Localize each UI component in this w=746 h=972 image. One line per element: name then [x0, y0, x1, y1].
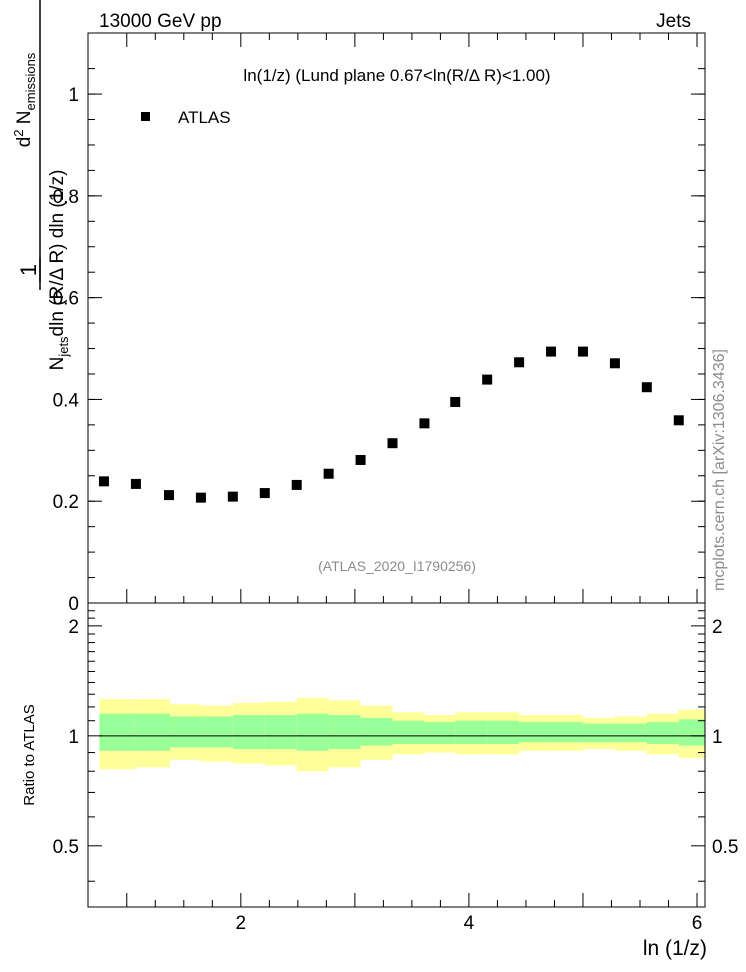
legend-label-atlas: ATLAS — [178, 108, 231, 127]
data-point — [323, 468, 334, 479]
data-point — [130, 478, 141, 489]
data-point — [577, 346, 588, 357]
x-tick-label: 6 — [692, 913, 703, 934]
inner-uncertainty-band — [360, 717, 393, 746]
inner-uncertainty-band — [614, 723, 647, 743]
ratio-y-axis-label: Ratio to ATLAS — [21, 704, 38, 805]
legend: ATLAS — [141, 108, 231, 127]
main-axis-ticks: 0 0.2 0.4 0.6 0.8 1 — [53, 33, 705, 615]
inner-uncertainty-band — [296, 713, 329, 751]
plot-title: ln(1/z) (Lund plane 0.67<ln(R/Δ R)<1.00) — [243, 66, 550, 85]
inner-uncertainty-band — [678, 719, 705, 746]
data-point — [514, 357, 525, 368]
data-point — [609, 358, 620, 369]
data-point — [546, 346, 557, 357]
legend-marker — [141, 112, 150, 121]
inner-uncertainty-band — [170, 716, 201, 748]
x-tick-label: 2 — [236, 913, 247, 934]
inner-uncertainty-band — [232, 715, 265, 750]
data-point — [195, 492, 206, 503]
ratio-axis-ticks: 0.5 0.5 1 1 2 2 2 4 6 — [53, 610, 738, 934]
data-point — [419, 418, 430, 429]
ylabel-denominator: Njetsdln (R/Δ R) dln (1/z) — [47, 170, 71, 371]
ratio-y-tick-label-right: 2 — [712, 617, 723, 638]
header-right-label: Jets — [656, 11, 691, 32]
inner-uncertainty-band — [99, 713, 135, 751]
ratio-frame — [87, 602, 706, 908]
ratio-y-tick-label: 2 — [68, 617, 79, 638]
ratio-y-tick-label-right: 1 — [712, 727, 723, 748]
ylabel-numerator: d2 Nemissions — [11, 52, 38, 147]
main-plot-panel: ln(1/z) (Lund plane 0.67<ln(R/Δ R)<1.00)… — [53, 32, 706, 615]
ratio-y-tick-label-right: 0.5 — [712, 837, 738, 858]
inner-uncertainty-band — [455, 720, 488, 744]
x-axis-label: ln (1/z) — [643, 937, 707, 960]
data-point — [387, 438, 398, 449]
data-point — [450, 396, 461, 407]
ratio-plot-panel: 0.5 0.5 1 1 2 2 2 4 6 Ratio to ATLAS ln (1/z) — [21, 602, 738, 960]
analysis-watermark: (ATLAS_2020_I1790256) — [318, 558, 476, 574]
inner-uncertainty-band — [264, 715, 297, 750]
data-point — [227, 491, 238, 502]
inner-uncertainty-band — [582, 723, 615, 743]
data-point — [482, 374, 493, 385]
x-tick-label: 4 — [464, 913, 475, 934]
main-y-tick-label: 0.6 — [53, 289, 79, 310]
data-point — [163, 490, 174, 501]
ratio-y-tick-label: 0.5 — [53, 837, 79, 858]
data-point — [98, 476, 109, 487]
inner-uncertainty-band — [424, 722, 456, 744]
inner-uncertainty-band — [200, 716, 233, 748]
inner-uncertainty-band — [519, 722, 552, 743]
main-y-tick-label: 1 — [68, 85, 79, 106]
inner-uncertainty-band — [134, 713, 171, 751]
data-point — [355, 454, 366, 465]
inner-uncertainty-band — [328, 715, 361, 750]
header-left-label: 13000 GeV pp — [99, 11, 222, 32]
side-credit-label: mcplots.cern.ch [arXiv:1306.3436] — [711, 349, 728, 591]
main-data-points — [98, 346, 684, 503]
main-y-tick-label: 0.4 — [53, 390, 80, 411]
inner-uncertainty-band — [646, 722, 679, 744]
main-y-tick-label: 0.2 — [53, 492, 79, 513]
inner-uncertainty-band — [551, 722, 583, 743]
data-point — [259, 488, 270, 499]
inner-uncertainty-band — [392, 720, 425, 744]
data-point — [641, 382, 652, 393]
data-point — [673, 415, 684, 426]
main-y-tick-label: 0 — [68, 594, 79, 615]
ratio-y-tick-label: 1 — [68, 727, 79, 748]
main-y-tick-label: 0.8 — [53, 187, 79, 208]
main-y-axis-label: 1 Njetsdln (R/Δ R) dln (1/z) d2 Nemissio… — [11, 0, 71, 370]
inner-uncertainty-band — [487, 720, 520, 744]
data-point — [291, 479, 302, 490]
ylabel-fraction-numerator: 1 — [16, 264, 41, 276]
ratio-uncertainty-bands — [99, 697, 705, 772]
